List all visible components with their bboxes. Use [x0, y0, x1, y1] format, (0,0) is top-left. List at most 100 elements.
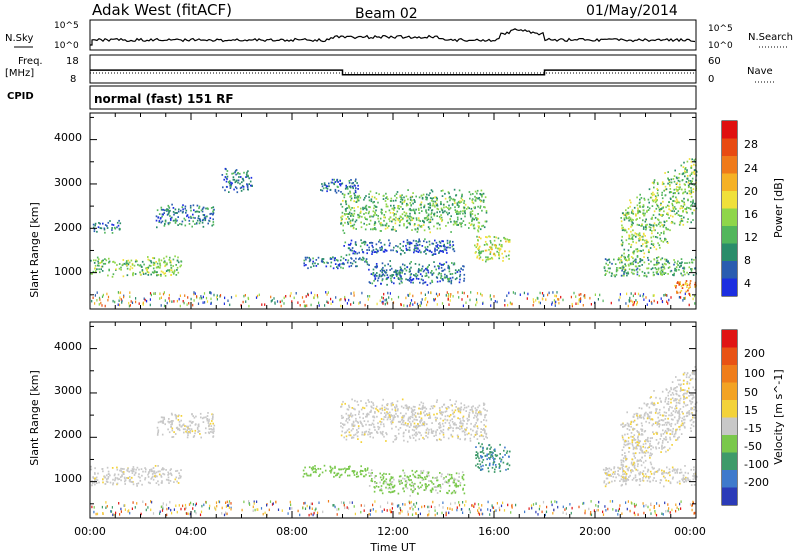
data-cell — [405, 269, 408, 272]
data-cell — [478, 247, 480, 249]
data-cell — [645, 275, 648, 278]
data-cell — [677, 260, 679, 263]
data-cell — [368, 196, 370, 199]
data-cell — [448, 192, 450, 195]
data-cell — [688, 185, 690, 188]
data-cell — [642, 443, 645, 446]
data-cell — [416, 244, 419, 247]
data-cell — [667, 182, 669, 185]
data-cell — [435, 196, 438, 199]
data-cell — [386, 205, 389, 208]
data-cell — [368, 210, 370, 213]
data-cell — [209, 213, 211, 215]
data-cell — [347, 221, 349, 224]
data-cell — [430, 480, 432, 482]
data-cell — [428, 412, 431, 414]
data-cell — [111, 467, 114, 469]
data-cell — [340, 422, 342, 424]
data-cell — [184, 205, 187, 208]
data-cell — [685, 181, 688, 183]
data-cell — [475, 197, 477, 200]
data-cell — [327, 262, 329, 264]
data-cell — [380, 222, 382, 224]
data-cell — [457, 201, 460, 204]
data-cell — [605, 262, 607, 265]
data-cell — [367, 298, 369, 301]
data-cell — [472, 224, 475, 227]
data-cell — [210, 297, 212, 301]
data-cell — [354, 191, 357, 194]
data-cell — [490, 454, 492, 456]
velocity-panel: Slant Range [km] 4000 3000 2000 1000 — [28, 321, 698, 519]
data-cell — [621, 244, 623, 247]
data-cell — [123, 262, 126, 265]
data-cell — [686, 175, 689, 177]
data-cell — [96, 291, 98, 294]
data-cell — [668, 180, 671, 182]
data-cell — [483, 206, 485, 208]
data-cell — [505, 255, 508, 258]
data-cell — [360, 408, 363, 411]
data-cell — [171, 427, 174, 430]
data-cell — [669, 436, 671, 439]
data-cell — [147, 472, 150, 474]
data-cell — [678, 266, 681, 268]
data-cell — [630, 423, 632, 425]
data-cell — [295, 292, 297, 295]
data-cell — [384, 248, 386, 251]
data-cell — [436, 479, 438, 482]
data-cell — [173, 269, 176, 272]
data-cell — [403, 224, 405, 227]
data-cell — [477, 466, 479, 468]
data-cell — [629, 199, 631, 202]
data-cell — [432, 405, 435, 407]
data-cell — [669, 214, 672, 217]
power-ylabel: Slant Range [km] — [28, 202, 41, 298]
data-cell — [636, 301, 638, 304]
data-cell — [170, 474, 173, 477]
data-cell — [177, 415, 179, 418]
data-cell — [368, 475, 371, 477]
data-cell — [182, 300, 184, 303]
data-cell — [356, 252, 358, 255]
data-cell — [663, 411, 666, 414]
data-cell — [302, 475, 305, 478]
data-cell — [388, 486, 391, 489]
data-cell — [192, 220, 194, 223]
plot-title: Adak West (fitACF) — [92, 1, 232, 19]
data-cell — [397, 219, 400, 222]
data-cell — [373, 224, 376, 226]
data-cell — [676, 282, 679, 284]
data-cell — [455, 211, 457, 213]
data-cell — [405, 204, 408, 207]
data-cell — [472, 218, 474, 221]
data-cell — [380, 230, 382, 232]
data-cell — [421, 408, 424, 411]
data-cell — [444, 197, 447, 200]
data-cell — [485, 220, 488, 223]
data-cell — [355, 244, 357, 246]
data-cell — [430, 405, 433, 408]
data-cell — [337, 181, 339, 183]
data-cell — [377, 279, 379, 282]
data-cell — [390, 228, 393, 231]
data-cell — [634, 292, 636, 295]
data-cell — [665, 220, 668, 222]
data-cell — [620, 239, 623, 242]
data-cell — [197, 430, 200, 432]
data-cell — [117, 291, 119, 294]
data-cell — [414, 223, 416, 225]
data-cell — [373, 214, 375, 216]
data-cell — [409, 435, 411, 438]
cpid-label: CPID — [7, 91, 34, 102]
data-cell — [656, 257, 658, 259]
data-cell — [150, 293, 152, 297]
data-cell — [390, 277, 392, 280]
data-cell — [627, 207, 630, 209]
data-cell — [141, 270, 144, 272]
data-cell — [615, 273, 618, 276]
noise-right-tick-bottom: 10^0 — [708, 41, 733, 51]
data-cell — [411, 217, 414, 220]
data-cell — [636, 196, 638, 199]
data-cell — [447, 246, 449, 249]
